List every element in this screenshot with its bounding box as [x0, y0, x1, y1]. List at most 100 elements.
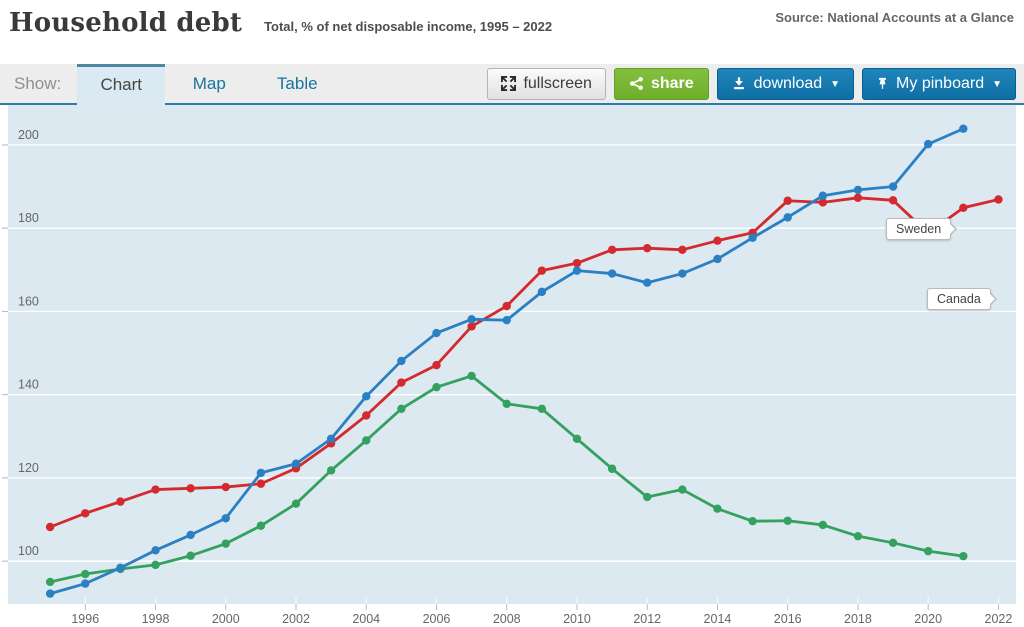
data-point — [959, 203, 968, 212]
x-tick-label: 2016 — [774, 612, 802, 626]
pinboard-caret-icon: ▼ — [992, 79, 1002, 90]
series-line — [49, 196, 999, 529]
data-point — [291, 459, 301, 468]
chart-area: 100 120 140 160 180 200 1996 1998 2000 2002 2004 20… — [0, 105, 1024, 627]
data-point — [45, 589, 55, 598]
data-point — [221, 482, 230, 492]
page-subtitle: Total, % of net disposable income, 1995 … — [264, 19, 553, 34]
series-label-text: Canada — [937, 292, 981, 306]
y-tick-label: 120 — [18, 461, 39, 475]
data-point — [959, 551, 968, 561]
tab-chart[interactable]: Chart — [77, 64, 166, 105]
data-point — [291, 499, 301, 508]
data-point — [643, 492, 652, 502]
data-point — [256, 479, 266, 488]
series-label-sweden: Sweden — [886, 218, 958, 240]
data-point — [186, 551, 195, 560]
y-tick-label: 160 — [18, 294, 39, 308]
toolbar-buttons: fullscreen share download ▼ My pinbo — [487, 64, 1024, 103]
share-icon — [629, 76, 644, 91]
download-icon — [731, 76, 747, 91]
data-point — [537, 404, 547, 414]
x-tick-label: 2018 — [844, 612, 872, 626]
data-point — [502, 301, 511, 311]
data-point — [818, 191, 828, 200]
data-point — [116, 563, 125, 572]
data-point — [81, 509, 90, 518]
data-point — [818, 198, 828, 207]
x-tick-label: 2022 — [985, 612, 1013, 626]
data-point — [783, 213, 792, 222]
data-point — [256, 521, 266, 530]
pin-icon — [876, 76, 889, 91]
data-point — [959, 124, 968, 133]
data-point — [783, 516, 792, 525]
data-point — [678, 485, 687, 494]
data-point — [537, 287, 547, 297]
download-label: download — [753, 74, 823, 92]
data-point — [607, 464, 617, 473]
share-button[interactable]: share — [613, 67, 709, 100]
series-sweden — [45, 124, 968, 598]
data-point — [853, 193, 863, 203]
x-tick-label: 2000 — [212, 612, 240, 626]
data-point — [362, 436, 371, 445]
fullscreen-icon — [501, 76, 517, 91]
data-point — [572, 266, 582, 275]
data-point — [432, 360, 441, 370]
data-point — [713, 254, 722, 264]
household-debt-line-chart[interactable]: 100 120 140 160 180 200 1996 1998 2000 2002 2004 20… — [0, 105, 1024, 627]
x-tick-label: 2020 — [914, 612, 942, 626]
y-tick-label: 200 — [18, 128, 39, 142]
data-point — [853, 531, 863, 541]
data-point — [607, 269, 617, 278]
series-canada — [45, 193, 1003, 532]
data-point — [678, 245, 687, 255]
x-tick-label: 2002 — [282, 612, 310, 626]
data-point — [853, 185, 863, 195]
title-row: Household debt Total, % of net disposabl… — [9, 0, 1014, 38]
download-button[interactable]: download ▼ — [716, 67, 855, 100]
x-tick-label: 2012 — [633, 612, 661, 626]
data-point — [888, 538, 898, 548]
page-title: Household debt — [9, 8, 243, 38]
x-tick-label: 2010 — [563, 612, 591, 626]
data-point — [572, 258, 582, 268]
data-point — [397, 378, 406, 387]
data-point — [713, 504, 722, 513]
x-tick-label: 1996 — [71, 612, 99, 626]
data-point — [713, 236, 722, 245]
my-pinboard-button[interactable]: My pinboard ▼ — [862, 67, 1016, 100]
source-note: Source: National Accounts at a Glance — [775, 10, 1014, 25]
data-point — [748, 233, 757, 242]
data-point — [362, 411, 371, 420]
tab-table[interactable]: Table — [276, 74, 318, 93]
pinboard-label: My pinboard — [896, 74, 985, 92]
data-point — [397, 404, 406, 414]
data-point — [467, 322, 476, 331]
tab-map[interactable]: Map — [192, 74, 226, 93]
data-point — [45, 577, 55, 587]
data-point — [432, 328, 441, 338]
x-tick-label: 2014 — [704, 612, 732, 626]
download-caret-icon: ▼ — [830, 79, 841, 90]
fullscreen-label: fullscreen — [523, 74, 592, 92]
data-point — [81, 569, 90, 579]
data-point — [467, 315, 476, 324]
data-point — [748, 516, 757, 526]
data-point — [116, 497, 125, 506]
data-point — [994, 195, 1003, 204]
x-tick-label: 2008 — [493, 612, 521, 626]
x-tick-label: 2006 — [423, 612, 451, 626]
data-point — [81, 579, 90, 588]
data-point — [221, 539, 230, 548]
data-point — [643, 278, 652, 287]
data-point — [888, 182, 898, 191]
data-point — [151, 546, 160, 555]
y-tick-label: 180 — [18, 211, 39, 225]
fullscreen-button[interactable]: fullscreen — [487, 67, 606, 100]
data-point — [256, 468, 266, 478]
data-point — [467, 371, 476, 381]
share-label: share — [650, 74, 694, 92]
